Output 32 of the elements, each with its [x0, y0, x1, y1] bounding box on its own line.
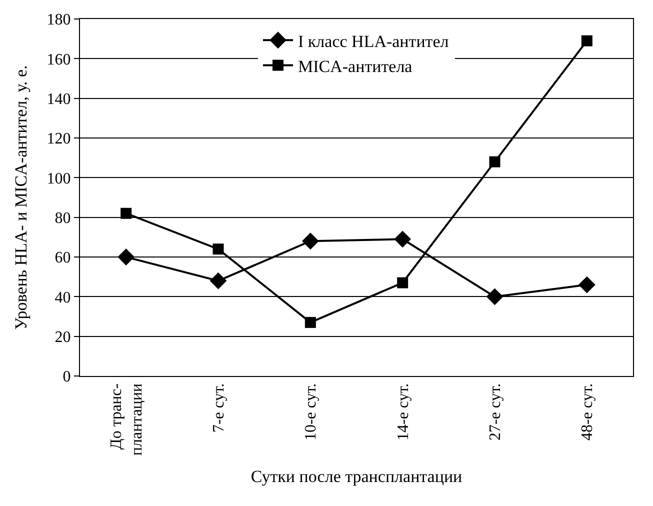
legend-label: I класс HLA-антител	[298, 32, 450, 51]
point	[120, 208, 132, 219]
point	[581, 35, 592, 46]
x-tick-label: 14-е сут.	[394, 383, 412, 441]
x-axis-title: Сутки после трансплантации	[250, 466, 462, 486]
legend-label: MICA-антитела	[298, 56, 413, 76]
y-tick-label: 180	[46, 12, 71, 29]
point	[486, 288, 504, 306]
y-tick-label: 120	[46, 130, 71, 148]
y-axis-title: Уровень HLA- и MICA-антител, у. е.	[11, 65, 30, 330]
x-tick-label: 48-е сут.	[579, 383, 596, 441]
point	[578, 276, 596, 294]
point	[489, 156, 500, 168]
y-tick-label: 60	[54, 250, 71, 267]
x-tick-label: 7-е сут.	[210, 383, 228, 433]
y-tick-label: 160	[46, 51, 71, 68]
x-tick-label: 27-е сут.	[486, 383, 504, 441]
x-tick-label: 10-е сут.	[302, 383, 320, 441]
point	[394, 230, 412, 248]
y-tick-label: 140	[46, 90, 71, 108]
y-tick-label: 40	[54, 289, 71, 306]
y-tick-label: 80	[54, 210, 71, 227]
point	[210, 272, 227, 290]
point	[304, 316, 316, 328]
y-tick-label: 100	[46, 170, 71, 188]
y-tick-label: 20	[54, 328, 71, 346]
point	[302, 232, 319, 250]
point	[118, 248, 135, 266]
point	[397, 277, 408, 288]
y-tick-label: 0	[62, 368, 71, 386]
x-tick-label: До транс- плантации	[108, 382, 146, 456]
point	[212, 244, 224, 255]
